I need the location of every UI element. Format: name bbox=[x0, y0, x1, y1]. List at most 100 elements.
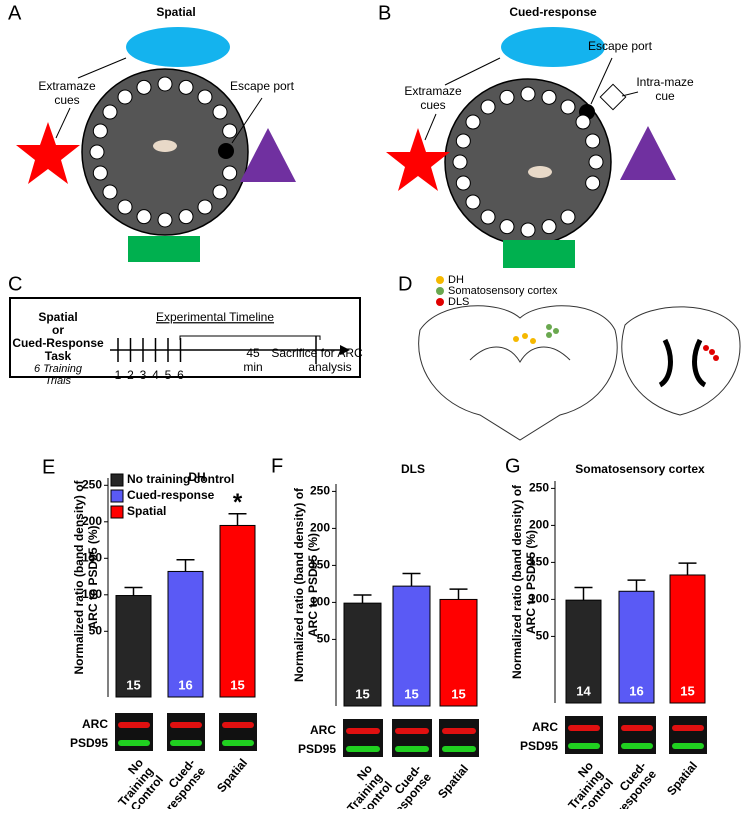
blot-band bbox=[222, 740, 254, 746]
maze-hole bbox=[92, 123, 108, 139]
blot-band bbox=[346, 728, 380, 734]
maze-hole bbox=[92, 165, 108, 181]
maze bbox=[444, 78, 612, 246]
legend-swatch bbox=[110, 505, 124, 519]
label: 6 Training bbox=[34, 363, 83, 375]
brain-section bbox=[621, 306, 741, 416]
cue-triangle bbox=[620, 126, 676, 180]
y-tick-label: 200 bbox=[82, 514, 102, 528]
bar bbox=[669, 574, 706, 704]
y-tick-label: 100 bbox=[82, 587, 102, 601]
label: Trials bbox=[45, 375, 72, 387]
arrow bbox=[77, 57, 127, 79]
arrow bbox=[55, 107, 71, 139]
brain-detail bbox=[469, 346, 571, 363]
maze-hole bbox=[585, 175, 601, 191]
maze-hole bbox=[102, 184, 118, 200]
arrowhead bbox=[340, 345, 350, 355]
label: Cued-Response bbox=[12, 336, 104, 350]
y-tick-label: 50 bbox=[317, 632, 331, 646]
bar bbox=[115, 595, 152, 698]
maze-hole bbox=[212, 184, 228, 200]
x-tick-label: Spatial bbox=[664, 759, 700, 798]
n-label: 15 bbox=[126, 677, 140, 692]
label: Extramaze bbox=[404, 84, 462, 98]
y-tick-label: 150 bbox=[310, 558, 330, 572]
maze-hole bbox=[117, 89, 133, 105]
cue-star bbox=[16, 122, 80, 184]
maze-hole bbox=[157, 76, 173, 92]
panel-letter: D bbox=[398, 273, 412, 295]
n-label: 15 bbox=[680, 683, 694, 698]
tick-label: 6 bbox=[177, 368, 184, 382]
arrow bbox=[424, 113, 437, 141]
maze-hole bbox=[520, 86, 536, 102]
legend-label: DLS bbox=[448, 296, 469, 308]
n-label: 15 bbox=[451, 686, 465, 701]
legend-swatch bbox=[110, 473, 124, 487]
y-tick-label: 200 bbox=[529, 518, 549, 532]
n-label: 15 bbox=[404, 686, 418, 701]
panel-letter: E bbox=[42, 456, 55, 478]
blot-band bbox=[395, 728, 429, 734]
y-axis-label: Normalized ratio (band density) of bbox=[292, 487, 306, 682]
maze-hole bbox=[588, 154, 604, 170]
ventricle bbox=[658, 338, 707, 388]
cue-rect bbox=[503, 240, 575, 268]
maze-hole bbox=[480, 99, 496, 115]
label: Escape port bbox=[588, 39, 653, 53]
y-axis-label: ARC to PSD95 (%) bbox=[524, 530, 538, 634]
maze-hole bbox=[157, 212, 173, 228]
bar bbox=[392, 585, 431, 707]
blot-band bbox=[621, 743, 653, 749]
bar bbox=[219, 524, 256, 698]
panel-letter: B bbox=[378, 2, 391, 24]
y-tick-label: 250 bbox=[310, 484, 330, 498]
maze-hole bbox=[465, 194, 481, 210]
arrow bbox=[590, 57, 613, 105]
n-label: 16 bbox=[178, 677, 192, 692]
legend-swatch bbox=[110, 489, 124, 503]
bar bbox=[343, 602, 382, 707]
cue-star bbox=[386, 128, 450, 191]
tick-label: 1 bbox=[115, 368, 122, 382]
maze-hole bbox=[499, 89, 515, 105]
label: Experimental Timeline bbox=[156, 310, 274, 324]
blot-band bbox=[672, 743, 704, 749]
maze-hole bbox=[89, 144, 105, 160]
site-dot bbox=[546, 332, 552, 338]
blot-band bbox=[568, 725, 600, 731]
x-tick-label: NoTrainingControl bbox=[556, 759, 617, 809]
x-tick-line: Spatial bbox=[664, 759, 700, 798]
bar bbox=[618, 590, 655, 704]
legend-dot bbox=[436, 287, 444, 295]
intra-cue bbox=[599, 83, 627, 111]
chart-title: DLS bbox=[401, 462, 425, 476]
blot-band bbox=[442, 728, 476, 734]
blot-band bbox=[118, 740, 150, 746]
blot-band bbox=[672, 725, 704, 731]
blot-band bbox=[170, 740, 202, 746]
label: Sacrifice for ARC bbox=[271, 346, 363, 360]
y-tick-label: 250 bbox=[529, 481, 549, 495]
arrow bbox=[444, 57, 501, 86]
site-dot bbox=[553, 328, 559, 334]
legend-label: Cued-response bbox=[127, 488, 215, 502]
label: 45 bbox=[246, 346, 260, 360]
blot-band bbox=[442, 746, 476, 752]
label: Intra-maze bbox=[636, 75, 694, 89]
panel-letter: F bbox=[271, 455, 283, 477]
x-tick-line: Spatial bbox=[214, 756, 250, 795]
maze-hole bbox=[222, 165, 238, 181]
bar bbox=[439, 598, 478, 707]
panel-title: Cued-response bbox=[509, 5, 597, 19]
n-label: 15 bbox=[355, 686, 369, 701]
cue-rect bbox=[128, 236, 200, 262]
panel-letter: A bbox=[8, 2, 22, 24]
arrow bbox=[621, 91, 639, 97]
maze-hole bbox=[560, 99, 576, 115]
maze-hole bbox=[102, 104, 118, 120]
blot-label: PSD95 bbox=[520, 739, 558, 753]
label: Task bbox=[45, 349, 72, 363]
